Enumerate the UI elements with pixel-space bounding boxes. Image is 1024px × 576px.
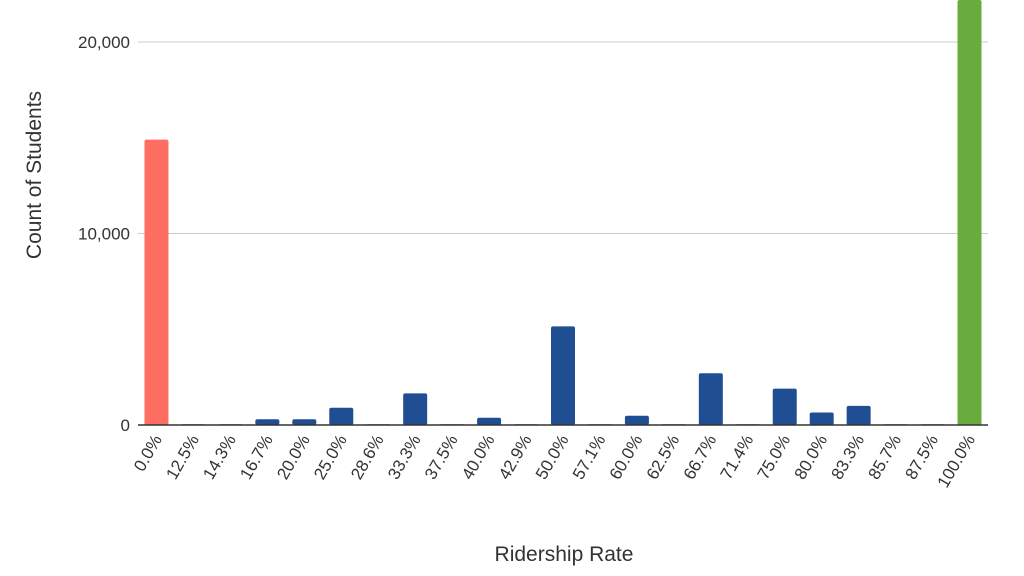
x-axis-label: Ridership Rate (495, 543, 634, 566)
x-tick-label: 60.0% (606, 432, 647, 483)
y-tick-label: 10,000 (78, 225, 130, 244)
x-tick-label: 0.0% (130, 432, 166, 475)
x-tick-label: 80.0% (791, 432, 832, 483)
gridlines (138, 41, 988, 234)
bar-0-0pct (144, 139, 169, 426)
x-tick-label: 28.6% (347, 432, 388, 483)
x-tick-label: 62.5% (643, 432, 684, 483)
bar-80-0pct (809, 412, 834, 425)
y-tick-label: 20,000 (78, 33, 130, 52)
x-tick-label: 14.3% (199, 432, 240, 483)
bar-50-0pct (551, 326, 575, 425)
x-tick-label: 16.7% (236, 432, 277, 483)
x-tick-label: 37.5% (421, 432, 462, 483)
bar-100-0pct (957, 0, 982, 425)
x-tick-label: 83.3% (828, 432, 869, 483)
x-tick-label: 71.4% (717, 432, 758, 483)
y-tick-label: 0 (121, 416, 130, 435)
x-tick-label: 33.3% (384, 432, 425, 483)
y-tick-labels: 0 10,000 20,000 (78, 33, 130, 435)
x-tick-label: 57.1% (569, 432, 610, 483)
x-tick-label: 75.0% (754, 432, 795, 483)
y-axis-label: Count of Students (23, 91, 46, 259)
x-tick-label: 20.0% (273, 432, 314, 483)
x-tick-label: 66.7% (680, 432, 721, 483)
bar-25-0pct (329, 407, 354, 425)
bar-16-7pct (255, 419, 280, 425)
bar-60-0pct (624, 415, 649, 425)
x-tick-label: 25.0% (310, 432, 351, 483)
bar-75-0pct (772, 388, 797, 425)
x-tick-label: 87.5% (901, 432, 942, 483)
x-tick-label: 85.7% (865, 432, 906, 483)
bar-83-3pct (846, 405, 871, 425)
x-tick-label: 12.5% (162, 432, 203, 483)
bar-20-0pct (292, 419, 317, 425)
x-tick-label: 40.0% (458, 431, 499, 482)
bars (144, 0, 982, 426)
x-tick-label: 42.9% (495, 432, 536, 483)
bar-33-3pct (403, 393, 428, 425)
bar-66-7pct (698, 373, 723, 425)
bar-40-0pct (477, 417, 502, 425)
x-tick-label: 50.0% (532, 432, 573, 483)
x-tick-labels: 0.0%12.5%14.3%16.7%20.0%25.0%28.6%33.3%3… (130, 431, 979, 490)
